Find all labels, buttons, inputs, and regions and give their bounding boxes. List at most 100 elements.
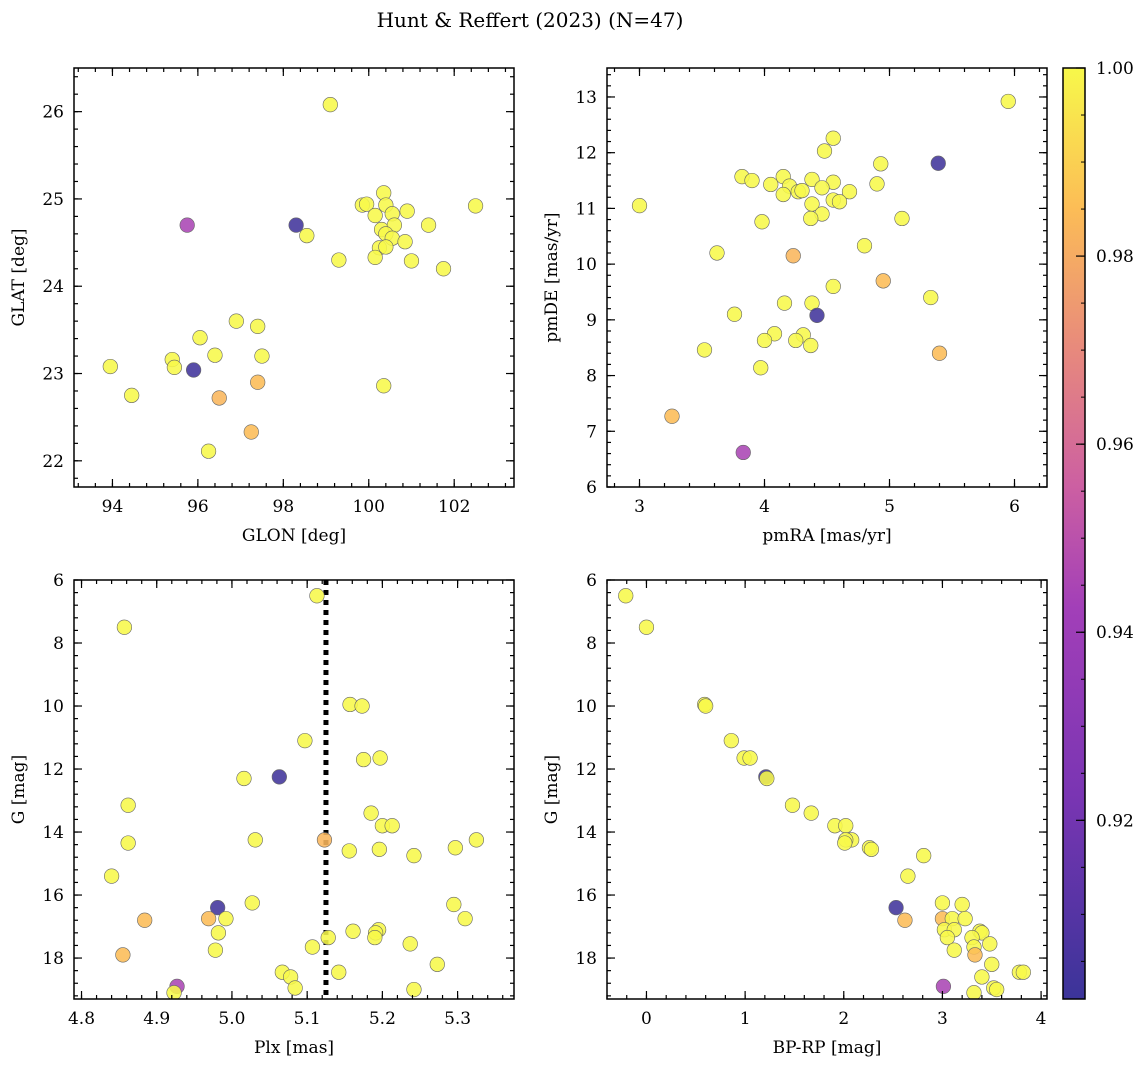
data-point — [744, 172, 760, 189]
data-point — [397, 234, 413, 250]
data-point — [322, 97, 338, 113]
y-axis-label: pmDE [mas/yr] — [542, 212, 562, 342]
x-tick-label: 98 — [273, 497, 295, 517]
x-tick-label: 3 — [634, 497, 645, 517]
data-point — [243, 424, 259, 440]
data-point — [825, 130, 841, 146]
data-point — [638, 619, 655, 635]
data-point — [116, 619, 132, 635]
data-point — [371, 841, 387, 857]
x-tick-label: 3 — [937, 1009, 948, 1029]
y-tick-label: 13 — [575, 88, 597, 108]
data-point — [309, 588, 325, 604]
y-axis-label: G [mag] — [542, 755, 562, 824]
y-tick-label: 16 — [575, 886, 597, 906]
data-point — [794, 182, 810, 199]
data-point — [316, 832, 333, 848]
y-tick-label: 8 — [586, 634, 597, 654]
data-point — [984, 956, 1000, 972]
data-point — [897, 912, 913, 928]
data-point — [467, 198, 484, 214]
data-point — [367, 929, 383, 946]
ticks — [74, 579, 514, 999]
y-tick-label: 16 — [42, 886, 64, 906]
panel-glon-glat: 94 96 98 100 102 22 23 24 25 26 GLON [deg] GLAT [de… — [9, 67, 515, 546]
y-tick-label: 10 — [575, 697, 597, 717]
y-axis-label: G [mag] — [9, 755, 29, 824]
data-point — [236, 770, 252, 787]
data-point — [1015, 964, 1031, 980]
y-tick-label: 18 — [575, 949, 597, 969]
data-point — [287, 980, 303, 996]
data-point — [218, 911, 234, 927]
data-point — [341, 843, 357, 859]
data-point — [863, 841, 879, 857]
data-point — [299, 228, 315, 244]
data-point — [664, 408, 680, 424]
x-tick-label: 100 — [353, 497, 385, 517]
y-tick-label: 18 — [42, 949, 64, 969]
x-tick-label: 4 — [759, 497, 770, 517]
data-point — [403, 253, 420, 269]
y-tick-label: 7 — [586, 422, 597, 442]
y-tick-label: 12 — [575, 760, 597, 780]
data-point — [934, 895, 951, 911]
points-bprp-g — [618, 588, 1031, 999]
data-point — [102, 358, 118, 375]
data-point — [207, 942, 224, 958]
y-tick-label: 14 — [575, 823, 597, 843]
data-point — [247, 832, 263, 848]
colorbar-tick-label: 0.96 — [1096, 435, 1134, 455]
points-glon-glat — [102, 97, 484, 459]
data-point — [618, 588, 634, 604]
data-point — [841, 184, 858, 200]
data-point — [814, 180, 830, 196]
x-tick-label: 5.3 — [444, 1009, 471, 1029]
data-point — [186, 362, 202, 378]
data-point — [367, 249, 383, 266]
y-tick-label: 26 — [42, 103, 64, 123]
data-point — [304, 939, 321, 955]
data-point — [420, 217, 437, 233]
data-point — [803, 337, 819, 354]
y-tick-label: 8 — [53, 634, 64, 654]
data-point — [825, 278, 841, 295]
data-point — [930, 155, 946, 171]
y-tick-label: 22 — [42, 452, 64, 472]
data-point — [254, 348, 270, 364]
data-point — [698, 698, 714, 714]
data-point — [763, 176, 779, 193]
figure-title: Hunt & Reffert (2023) (N=47) — [377, 8, 684, 32]
data-point — [250, 374, 266, 390]
data-point — [982, 936, 998, 952]
data-point — [367, 207, 383, 224]
colorbar-tick-label: 0.92 — [1096, 811, 1134, 831]
data-point — [376, 378, 392, 394]
data-point — [355, 751, 372, 768]
data-point — [759, 770, 775, 787]
data-point — [856, 238, 873, 254]
x-tick-label: 4.9 — [143, 1009, 170, 1029]
colorbar-tick-label: 0.98 — [1096, 247, 1134, 267]
axes-frame — [73, 579, 515, 1000]
data-point — [354, 698, 370, 714]
data-point — [837, 835, 853, 851]
data-point — [192, 330, 208, 346]
data-point — [271, 769, 287, 785]
data-point — [756, 332, 773, 349]
ticks — [607, 68, 1047, 488]
data-point — [946, 942, 962, 958]
data-point — [468, 832, 484, 848]
colorbar-tick-label: 1.00 — [1096, 59, 1134, 79]
x-axis-label: BP-RP [mag] — [773, 1038, 882, 1058]
data-point — [873, 156, 889, 172]
y-tick-label: 25 — [42, 190, 64, 210]
data-point — [776, 295, 793, 311]
y-tick-label: 14 — [42, 823, 64, 843]
data-point — [384, 818, 400, 834]
y-axis-label: GLAT [deg] — [9, 228, 29, 326]
data-point — [331, 252, 347, 268]
x-tick-label: 5.1 — [294, 1009, 321, 1029]
